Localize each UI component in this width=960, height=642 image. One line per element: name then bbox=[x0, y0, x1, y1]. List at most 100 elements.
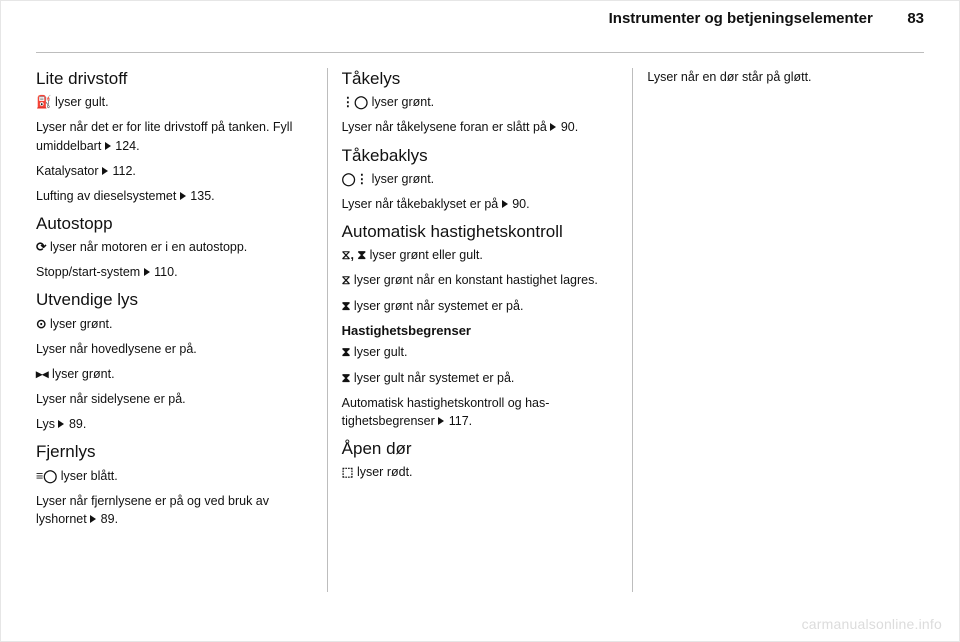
section-utvendige-lys: Utvendige lys ⊙ lyser grønt. Lyser når h… bbox=[36, 289, 313, 433]
section-hastighetskontroll: Automatisk hastighetskontroll ⧖, ⧗ lyser… bbox=[342, 221, 619, 430]
text: lyser grønt eller gult. bbox=[366, 248, 483, 262]
column-3: Lyser når en dør står på gløtt. bbox=[633, 68, 924, 592]
text: lyser grønt. bbox=[368, 172, 434, 186]
sidelights-icon: ▸◂ bbox=[36, 365, 49, 383]
text: Katalysator bbox=[36, 164, 102, 178]
ref-number: 89. bbox=[97, 512, 118, 526]
text: lyser rødt. bbox=[353, 465, 412, 479]
body-text: ⊙ lyser grønt. bbox=[36, 315, 313, 333]
lights-icon: ⊙ bbox=[36, 315, 46, 333]
page-number: 83 bbox=[907, 10, 924, 27]
section-heading: Tåkelys bbox=[342, 68, 619, 89]
column-2: Tåkelys ⋮◯ lyser grønt. Lyser når tåkely… bbox=[328, 68, 633, 592]
manual-page: Instrumenter og betjeningselementer 83 L… bbox=[0, 0, 960, 642]
text: lyser gult når systemet er på. bbox=[350, 371, 514, 385]
text: Lyser når fjernlysene er på og ved bruk … bbox=[36, 494, 269, 526]
ref-arrow-icon bbox=[90, 515, 96, 523]
ref-arrow-icon bbox=[102, 167, 108, 175]
ref-arrow-icon bbox=[144, 268, 150, 276]
ref-number: 89. bbox=[65, 417, 86, 431]
ref-number: 90. bbox=[509, 197, 530, 211]
body-text: ≡◯ lyser blått. bbox=[36, 467, 313, 485]
body-text: ⧖, ⧗ lyser grønt eller gult. bbox=[342, 246, 619, 264]
body-text: Lyser når hovedlysene er på. bbox=[36, 340, 313, 358]
section-apen-dor: Åpen dør ⬚ lyser rødt. bbox=[342, 438, 619, 481]
text: Lyser når tåkebaklyset er på bbox=[342, 197, 502, 211]
text: Lyser når tåkelysene foran er slått på bbox=[342, 120, 551, 134]
body-text: ⧗ lyser grønt når systemet er på. bbox=[342, 297, 619, 315]
section-heading: Åpen dør bbox=[342, 438, 619, 459]
ref-number: 135. bbox=[187, 189, 215, 203]
subsection-heading: Hastighetsbegrenser bbox=[342, 322, 619, 341]
header-title: Instrumenter og betjeningselementer bbox=[609, 10, 873, 27]
section-dor-continued: Lyser når en dør står på gløtt. bbox=[647, 68, 924, 86]
header-divider bbox=[36, 52, 924, 53]
text: Lyser når det er for lite drivstoff på t… bbox=[36, 120, 292, 152]
text: lyser når motoren er i en auto­stopp. bbox=[46, 240, 247, 254]
text: lyser grønt når en konstant hastig­het l… bbox=[350, 273, 597, 287]
text: lyser grønt. bbox=[49, 367, 115, 381]
cruise-icon: ⧖, ⧗ bbox=[342, 246, 367, 264]
section-heading: Fjernlys bbox=[36, 441, 313, 462]
body-text: Automatisk hastighetskontroll og has­tig… bbox=[342, 394, 619, 430]
ref-arrow-icon bbox=[180, 192, 186, 200]
content-area: Lite drivstoff ⛽ lyser gult. Lyser når d… bbox=[36, 68, 924, 592]
section-heading: Autostopp bbox=[36, 213, 313, 234]
text: Lys bbox=[36, 417, 58, 431]
page-header: Instrumenter og betjeningselementer 83 bbox=[0, 0, 960, 42]
body-text: Lyser når tåkelysene foran er slått på 9… bbox=[342, 118, 619, 136]
section-lite-drivstoff: Lite drivstoff ⛽ lyser gult. Lyser når d… bbox=[36, 68, 313, 205]
section-heading: Lite drivstoff bbox=[36, 68, 313, 89]
ref-number: 117. bbox=[445, 414, 472, 428]
section-fjernlys: Fjernlys ≡◯ lyser blått. Lyser når fjern… bbox=[36, 441, 313, 528]
body-text: Lyser når en dør står på gløtt. bbox=[647, 68, 924, 86]
highbeam-icon: ≡◯ bbox=[36, 467, 57, 485]
body-text: Lys 89. bbox=[36, 415, 313, 433]
text: lyser gult. bbox=[350, 345, 407, 359]
body-text: ⛽ lyser gult. bbox=[36, 93, 313, 111]
body-text: Lyser når sidelysene er på. bbox=[36, 390, 313, 408]
body-text: Lyser når det er for lite drivstoff på t… bbox=[36, 118, 313, 154]
text: lyser blått. bbox=[57, 469, 117, 483]
section-heading: Automatisk hastighetskontroll bbox=[342, 221, 619, 242]
watermark: carmanualsonline.info bbox=[802, 616, 942, 632]
ref-arrow-icon bbox=[550, 123, 556, 131]
body-text: Katalysator 112. bbox=[36, 162, 313, 180]
section-takelys: Tåkelys ⋮◯ lyser grønt. Lyser når tåkely… bbox=[342, 68, 619, 137]
ref-number: 112. bbox=[109, 164, 136, 178]
ref-arrow-icon bbox=[438, 417, 444, 425]
body-text: ⧖ lyser grønt når en konstant hastig­het… bbox=[342, 271, 619, 289]
ref-number: 90. bbox=[557, 120, 578, 134]
rearfog-icon: ◯⋮ bbox=[342, 170, 369, 188]
ref-arrow-icon bbox=[502, 200, 508, 208]
text: lyser grønt når systemet er på. bbox=[350, 299, 523, 313]
autostop-icon: ⟳ bbox=[36, 238, 46, 256]
ref-arrow-icon bbox=[105, 142, 111, 150]
ref-number: 110. bbox=[151, 265, 178, 279]
body-text: Lyser når fjernlysene er på og ved bruk … bbox=[36, 492, 313, 528]
body-text: ⬚ lyser rødt. bbox=[342, 463, 619, 481]
text: lyser gult. bbox=[52, 95, 109, 109]
body-text: ◯⋮ lyser grønt. bbox=[342, 170, 619, 188]
body-text: ▸◂ lyser grønt. bbox=[36, 365, 313, 383]
body-text: ⟳ lyser når motoren er i en auto­stopp. bbox=[36, 238, 313, 256]
text: Lufting av dieselsystemet bbox=[36, 189, 180, 203]
body-text: ⧗ lyser gult. bbox=[342, 343, 619, 361]
body-text: ⋮◯ lyser grønt. bbox=[342, 93, 619, 111]
body-text: Stopp/start-system 110. bbox=[36, 263, 313, 281]
text: lyser grønt. bbox=[46, 317, 112, 331]
body-text: Lyser når tåkebaklyset er på 90. bbox=[342, 195, 619, 213]
column-1: Lite drivstoff ⛽ lyser gult. Lyser når d… bbox=[36, 68, 327, 592]
section-autostopp: Autostopp ⟳ lyser når motoren er i en au… bbox=[36, 213, 313, 282]
ref-arrow-icon bbox=[58, 420, 64, 428]
body-text: Lufting av dieselsystemet 135. bbox=[36, 187, 313, 205]
door-icon: ⬚ bbox=[342, 463, 354, 481]
section-takebaklys: Tåkebaklys ◯⋮ lyser grønt. Lyser når tåk… bbox=[342, 145, 619, 214]
section-heading: Utvendige lys bbox=[36, 289, 313, 310]
ref-number: 124. bbox=[112, 139, 140, 153]
section-heading: Tåkebaklys bbox=[342, 145, 619, 166]
fuel-icon: ⛽ bbox=[36, 93, 52, 111]
body-text: ⧗ lyser gult når systemet er på. bbox=[342, 369, 619, 387]
text: lyser grønt. bbox=[368, 95, 434, 109]
text: Stopp/start-system bbox=[36, 265, 144, 279]
